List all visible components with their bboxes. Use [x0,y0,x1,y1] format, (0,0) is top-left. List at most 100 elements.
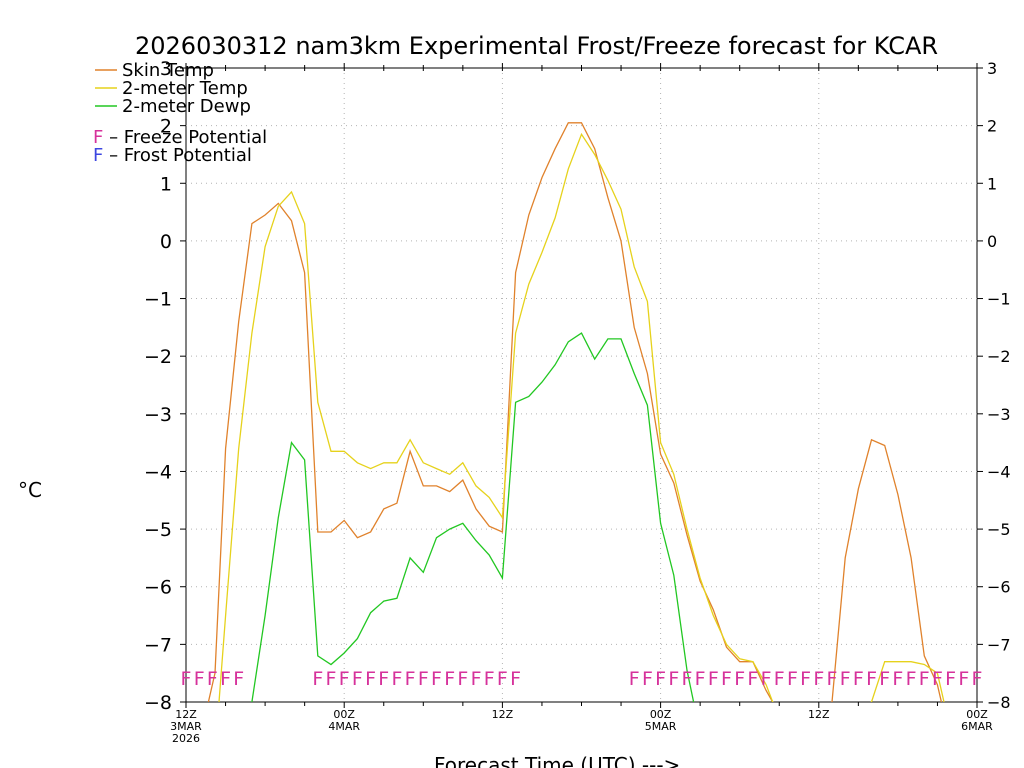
freeze-marker: F [326,668,337,690]
x-tick-label: 00Z [650,708,672,721]
freeze-marker: F [813,668,824,690]
freeze-marker: F [879,668,890,690]
freeze-marker: F [655,668,666,690]
y-tick-label-left: 3 [160,58,172,80]
freeze-marker: F [629,668,640,690]
legend-label: 2-meter Temp [122,78,248,99]
freeze-marker: F [892,668,903,690]
potential-legend-entry: F – Freeze Potential [93,127,267,148]
freeze-marker: F [945,668,956,690]
y-tick-label-left: −3 [144,404,172,426]
y-tick-label-right: −1 [987,290,1011,309]
grid-lines [186,68,977,702]
x-tick-label: 12Z [808,708,830,721]
freeze-marker: F [906,668,917,690]
freeze-marker: F [840,668,851,690]
freeze-marker: F [431,668,442,690]
freeze-marker: F [774,668,785,690]
y-tick-label-right: 1 [987,174,997,193]
freeze-marker: F [339,668,350,690]
freeze-marker: F [747,668,758,690]
y-tick-label-right: 2 [987,117,997,136]
freeze-marker: F [181,668,192,690]
y-tick-label-left: −8 [144,692,172,714]
axis-ticks: −8 −8 −7 −7 −6 −6 −5 −5 −4 −4 −3 −3 −2 −2 −1 −1 0 0 1 1 2 2 3 3… [144,58,1011,745]
freeze-marker: F [471,668,482,690]
series-line-2 [250,332,695,702]
freeze-marker: F [668,668,679,690]
potential-legend-letter: F [93,127,103,148]
y-tick-label-right: −5 [987,520,1011,539]
freeze-marker: F [866,668,877,690]
y-tick-label-left: 2 [160,116,172,138]
freeze-marker: F [932,668,943,690]
series-line-1 [218,132,945,702]
x-tick-label: 00Z [333,708,355,721]
y-tick-label-left: −7 [144,634,172,656]
x-tick-label: 3MAR [170,720,202,733]
chart-title: 2026030312 nam3km Experimental Frost/Fre… [135,32,938,60]
x-axis-label: Forecast Time (UTC) ---> [434,753,680,768]
freeze-marker: F [787,668,798,690]
potential-legend-entry: F – Frost Potential [93,145,252,166]
potential-legend-text: – Frost Potential [103,145,252,166]
freeze-marker: F [497,668,508,690]
y-tick-label-left: −6 [144,577,172,599]
freeze-marker: F [207,668,218,690]
x-tick-label: 4MAR [328,720,360,733]
freeze-marker: F [233,668,244,690]
x-tick-label: 2026 [172,732,200,745]
freeze-marker: F [378,668,389,690]
freeze-marker: F [418,668,429,690]
x-tick-label: 12Z [175,708,197,721]
legend-label: Skin Temp [122,60,214,81]
series-line-0 [207,122,943,702]
freeze-marker: F [405,668,416,690]
y-tick-label-right: −8 [987,693,1011,712]
freeze-marker: F [457,668,468,690]
freeze-marker: F [827,668,838,690]
freeze-marker: F [391,668,402,690]
freeze-marker: F [510,668,521,690]
y-axis-label: °C [18,478,42,502]
y-tick-label-left: 0 [160,231,172,253]
y-tick-label-right: 0 [987,232,997,251]
freeze-marker: F [444,668,455,690]
freeze-marker: F [708,668,719,690]
y-tick-label-left: −2 [144,346,172,368]
freeze-marker: F [853,668,864,690]
x-tick-label: 5MAR [645,720,677,733]
freeze-marker: F [761,668,772,690]
y-tick-label-left: 1 [160,173,172,195]
y-tick-label-right: −6 [987,578,1011,597]
freeze-marker: F [352,668,363,690]
potential-legend-letter: F [93,145,103,166]
freeze-marker: F [484,668,495,690]
x-tick-label: 12Z [492,708,514,721]
freeze-marker: F [312,668,323,690]
freeze-marker: F [972,668,983,690]
y-tick-label-left: −5 [144,519,172,541]
y-tick-label-right: −4 [987,462,1011,481]
y-tick-label-left: −1 [144,289,172,311]
y-tick-label-right: −7 [987,635,1011,654]
freeze-marker: F [800,668,811,690]
freeze-marker: F [919,668,930,690]
y-tick-label-right: −3 [987,405,1011,424]
potential-legend-text: – Freeze Potential [103,127,267,148]
y-tick-label-right: 3 [987,59,997,78]
freeze-marker: F [642,668,653,690]
series-lines [207,122,945,702]
x-tick-label: 6MAR [961,720,993,733]
freeze-marker: F [194,668,205,690]
freeze-marker: F [365,668,376,690]
freeze-marker: F [220,668,231,690]
freeze-marker: F [958,668,969,690]
plot-frame [185,67,978,703]
y-tick-label-left: −4 [144,461,172,483]
freeze-marker: F [734,668,745,690]
freeze-marker: F [721,668,732,690]
